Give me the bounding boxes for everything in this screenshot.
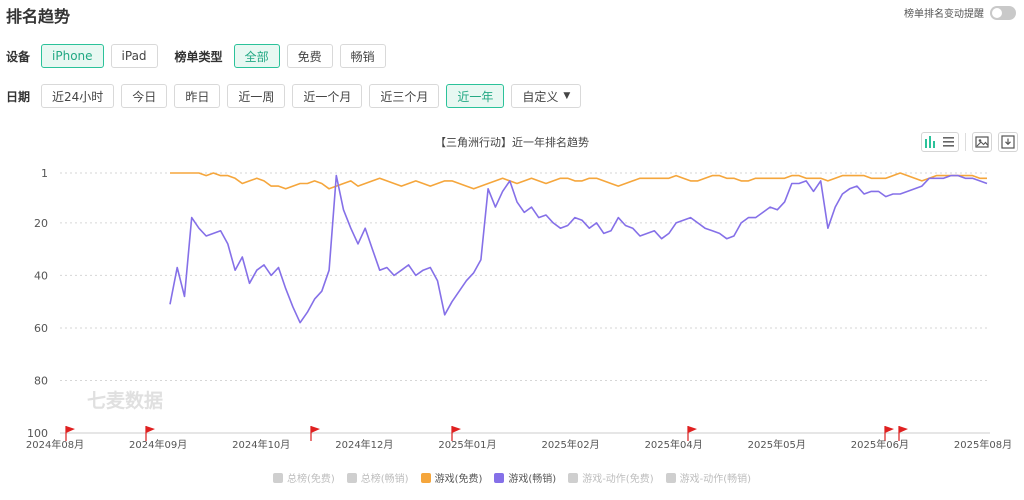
event-flag bbox=[451, 426, 461, 441]
save-image-button[interactable] bbox=[972, 132, 992, 152]
legend-label: 总榜(免费) bbox=[286, 474, 335, 485]
series-line-2 bbox=[170, 172, 987, 190]
legend-swatch bbox=[665, 472, 676, 483]
date-24h-button[interactable]: 近24小时 bbox=[41, 84, 115, 108]
legend-item[interactable]: 游戏-动作(畅销) bbox=[665, 470, 752, 485]
event-flag bbox=[65, 426, 75, 441]
rank-alert-toggle[interactable] bbox=[990, 5, 1016, 20]
legend-item[interactable]: 游戏(免费) bbox=[420, 470, 483, 485]
rank-alert-label: 榜单排名变动提醒 bbox=[904, 9, 984, 20]
x-tick-label: 2024年10月 bbox=[232, 438, 290, 451]
legend-label: 总榜(畅销) bbox=[360, 474, 409, 485]
x-tick-label: 2025年08月 bbox=[954, 438, 1012, 451]
watermark: 七麦数据 bbox=[87, 389, 163, 412]
legend-item[interactable]: 游戏-动作(免费) bbox=[568, 470, 654, 485]
date-week-button[interactable]: 近一周 bbox=[227, 84, 286, 108]
legend-label: 游戏-动作(畅销) bbox=[679, 474, 752, 485]
event-flag bbox=[898, 426, 908, 441]
y-tick-label: 20 bbox=[34, 217, 48, 230]
event-flag bbox=[687, 426, 697, 441]
legend-swatch bbox=[494, 472, 505, 483]
date-three-months-button[interactable]: 近三个月 bbox=[369, 84, 440, 108]
flag-icon bbox=[688, 426, 697, 433]
x-tick-label: 2025年06月 bbox=[851, 438, 909, 451]
legend-item[interactable]: 游戏(畅销) bbox=[494, 470, 556, 485]
device-filter-row: 设备 iPhone iPad 榜单类型 全部 免费 畅销 bbox=[6, 44, 386, 68]
y-tick-label: 40 bbox=[34, 269, 48, 282]
legend-swatch bbox=[568, 472, 579, 483]
legend-swatch bbox=[346, 472, 357, 483]
x-axis: 2024年08月 2024年09月 2024年10月 2024年12月 2025年01月… bbox=[26, 438, 1012, 451]
series-line-3 bbox=[169, 174, 988, 324]
device-label: 设备 bbox=[6, 49, 31, 64]
chart-type-grossing-button[interactable]: 畅销 bbox=[339, 44, 386, 68]
y-tick-label: 100 bbox=[27, 427, 48, 440]
date-filter-row: 日期 近24小时 今日 昨日 近一周 近一个月 近三个月 近一年 自定义 ▼ bbox=[6, 84, 582, 108]
device-iphone-button[interactable]: iPhone bbox=[41, 44, 104, 68]
rank-change-alert: 榜单排名变动提醒 bbox=[904, 5, 1016, 20]
chart-grid bbox=[60, 172, 990, 381]
legend-swatch bbox=[272, 472, 283, 483]
date-year-button[interactable]: 近一年 bbox=[446, 84, 505, 108]
flag-icon bbox=[899, 426, 908, 433]
x-tick-label: 2025年05月 bbox=[748, 438, 806, 451]
image-icon bbox=[975, 136, 989, 148]
chevron-down-icon: ▼ bbox=[563, 91, 571, 101]
date-today-button[interactable]: 今日 bbox=[121, 84, 168, 108]
chart-legend: 总榜(免费) 总榜(畅销) 游戏(免费) 游戏(畅销) 游戏-动作(免费) 游戏-动作(畅… bbox=[0, 470, 1024, 485]
toolbar-divider bbox=[965, 133, 966, 151]
download-button[interactable] bbox=[998, 132, 1018, 152]
event-flags bbox=[65, 426, 908, 441]
x-tick-label: 2025年01月 bbox=[438, 438, 496, 451]
x-tick-label: 2025年04月 bbox=[645, 438, 703, 451]
event-flag bbox=[145, 426, 155, 441]
date-yesterday-button[interactable]: 昨日 bbox=[174, 84, 221, 108]
flag-icon bbox=[311, 426, 320, 433]
y-tick-label: 80 bbox=[34, 374, 48, 387]
rank-trend-chart: 1 20 40 60 80 100 七麦数据 2024年08月 2024年09月 2024年1… bbox=[26, 167, 1012, 451]
y-tick-label: 1 bbox=[41, 167, 48, 180]
chart-type-all-button[interactable]: 全部 bbox=[233, 44, 280, 68]
chart-type-free-button[interactable]: 免费 bbox=[286, 44, 333, 68]
legend-item[interactable]: 总榜(畅销) bbox=[346, 470, 409, 485]
legend-label: 游戏(畅销) bbox=[508, 474, 557, 485]
event-flag bbox=[884, 426, 894, 441]
chart-toolbar bbox=[921, 132, 1018, 152]
x-tick-label: 2024年09月 bbox=[129, 438, 187, 451]
device-ipad-button[interactable]: iPad bbox=[110, 44, 158, 68]
chart-view-toggle[interactable] bbox=[921, 132, 959, 152]
event-flag bbox=[310, 426, 320, 441]
x-tick-label: 2025年02月 bbox=[541, 438, 599, 451]
page-title: 排名趋势 bbox=[6, 7, 71, 26]
chart-series bbox=[169, 172, 988, 324]
bar-list-icon bbox=[925, 136, 954, 148]
x-tick-label: 2024年12月 bbox=[335, 438, 393, 451]
date-month-button[interactable]: 近一个月 bbox=[292, 84, 363, 108]
date-custom-label: 自定义 bbox=[522, 89, 559, 104]
date-label: 日期 bbox=[6, 89, 31, 104]
chart-title: 【三角洲行动】近一年排名趋势 bbox=[435, 136, 589, 149]
download-icon bbox=[1001, 135, 1015, 149]
flag-icon bbox=[66, 426, 75, 433]
x-tick-label: 2024年08月 bbox=[26, 438, 84, 451]
flag-icon bbox=[885, 426, 894, 433]
legend-label: 游戏(免费) bbox=[434, 474, 483, 485]
flag-icon bbox=[452, 426, 461, 433]
flag-icon bbox=[146, 426, 155, 433]
legend-item[interactable]: 总榜(免费) bbox=[272, 470, 335, 485]
chart-type-label: 榜单类型 bbox=[174, 49, 223, 64]
y-axis: 1 20 40 60 80 100 bbox=[27, 167, 48, 440]
y-tick-label: 60 bbox=[34, 322, 48, 335]
date-custom-dropdown[interactable]: 自定义 ▼ bbox=[511, 84, 582, 108]
legend-swatch bbox=[420, 472, 431, 483]
legend-label: 游戏-动作(免费) bbox=[582, 474, 654, 485]
